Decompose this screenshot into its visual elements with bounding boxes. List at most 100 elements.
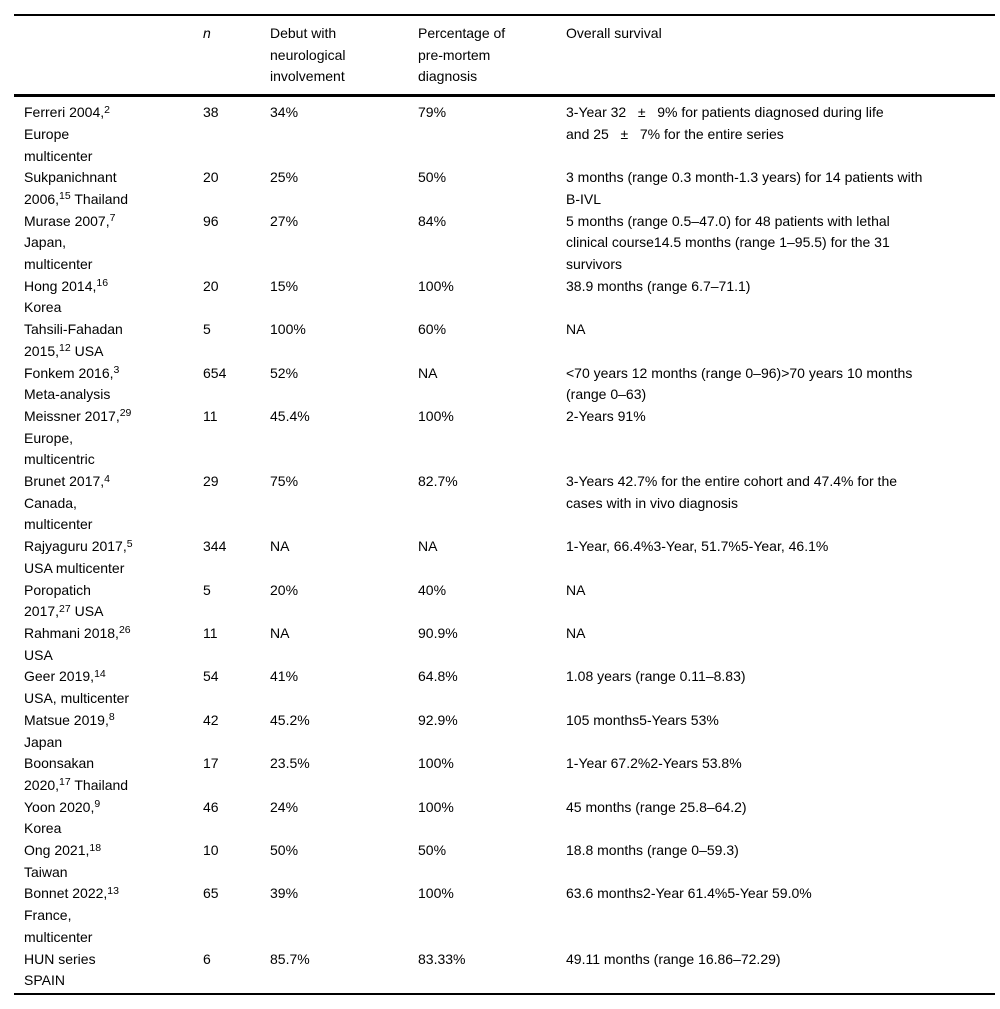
premortem-cell: 83.33% xyxy=(418,950,466,967)
study-cell: Rahmani 2018,26 USA xyxy=(24,624,131,663)
n-cell: 20 xyxy=(203,169,219,186)
debut-cell: 50% xyxy=(270,842,299,859)
table-row: Matsue 2019,8 Japan 42 45.2% 92.9% 105 months… xyxy=(14,710,995,753)
reference-superscript: 14 xyxy=(94,667,106,680)
n-cell: 654 xyxy=(203,364,227,381)
n-cell: 29 xyxy=(203,473,219,490)
table-row: Yoon 2020,9 Korea 46 24% 100% 45 months (rang… xyxy=(14,797,995,840)
n-cell: 20 xyxy=(203,277,219,294)
study-cell: Yoon 2020,9 Korea xyxy=(24,798,101,837)
premortem-cell: 100% xyxy=(418,407,454,424)
n-cell: 6 xyxy=(203,950,211,967)
table-row: Boonsakan 2020,17 Thailand 17 23.5% 100% 1-Ye… xyxy=(14,753,995,796)
table-row: Tahsili-Fahadan 2015,12 USA 5 100% 60% NA xyxy=(14,319,995,362)
n-cell: 65 xyxy=(203,885,219,902)
study-cell: HUN series SPAIN xyxy=(24,950,96,989)
column-header-study xyxy=(14,15,203,96)
n-cell: 5 xyxy=(203,321,211,338)
debut-cell: 20% xyxy=(270,581,299,598)
premortem-cell: 79% xyxy=(418,104,447,121)
table-row: Fonkem 2016,3 Meta-analysis 654 52% NA <70 ye… xyxy=(14,363,995,406)
reference-superscript: 4 xyxy=(104,472,111,485)
table-row: HUN series SPAIN 6 85.7% 83.33% 49.11 months … xyxy=(14,949,995,994)
study-cell: Meissner 2017,29 Europe, multicentric xyxy=(24,407,132,468)
debut-cell: NA xyxy=(270,538,290,555)
n-cell: 38 xyxy=(203,104,219,121)
survival-cell: NA xyxy=(566,624,586,641)
reference-superscript: 3 xyxy=(113,364,120,377)
premortem-cell: NA xyxy=(418,538,438,555)
study-cell: Tahsili-Fahadan 2015,12 USA xyxy=(24,321,123,359)
debut-cell: 15% xyxy=(270,277,299,294)
study-cell: Hong 2014,16 Korea xyxy=(24,277,109,316)
column-header-debut: Debut with neurological involvement xyxy=(270,25,346,85)
n-cell: 96 xyxy=(203,212,219,229)
reference-superscript: 27 xyxy=(59,602,71,615)
table-row: Sukpanichnant 2006,15 Thailand 20 25% 50% 3 m… xyxy=(14,167,995,210)
debut-cell: 27% xyxy=(270,212,299,229)
premortem-cell: 50% xyxy=(418,169,447,186)
survival-cell: 18.8 months (range 0–59.3) xyxy=(566,842,739,859)
n-cell: 11 xyxy=(203,624,218,641)
study-cell: Geer 2019,14 USA, multicenter xyxy=(24,667,130,707)
premortem-cell: 100% xyxy=(418,798,454,815)
debut-cell: 34% xyxy=(270,104,299,121)
table-row: Ong 2021,18 Taiwan 10 50% 50% 18.8 months (ra… xyxy=(14,840,995,883)
reference-superscript: 5 xyxy=(126,537,133,550)
study-cell: Boonsakan 2020,17 Thailand xyxy=(24,755,129,793)
table-row: Geer 2019,14 USA, multicenter 54 41% 64.8% 1.… xyxy=(14,666,995,709)
table-header: n Debut with neurological involvement Pe… xyxy=(14,15,995,96)
study-cell: Ong 2021,18 Taiwan xyxy=(24,841,102,880)
table-row: Bonnet 2022,13 France, multicenter 65 39% 100… xyxy=(14,883,995,948)
premortem-cell: 100% xyxy=(418,277,454,294)
table-body: Ferreri 2004,2 Europe multicenter 38 34% 79% 3… xyxy=(14,96,995,994)
column-header-premortem: Percentage of pre-mortem diagnosis xyxy=(418,25,506,85)
column-header-survival: Overall survival xyxy=(566,25,662,41)
reference-superscript: 12 xyxy=(59,342,71,355)
survival-cell: NA xyxy=(566,321,586,338)
survival-cell: <70 years 12 months (range 0–96)>70 year… xyxy=(566,364,913,403)
premortem-cell: NA xyxy=(418,364,438,381)
reference-superscript: 16 xyxy=(96,277,109,290)
survival-cell: 1-Year, 66.4%3-Year, 51.7%5-Year, 46.1% xyxy=(566,538,829,555)
reference-superscript: 9 xyxy=(94,798,101,811)
table-row: Brunet 2017,4 Canada, multicenter 29 75% 82.7… xyxy=(14,471,995,536)
debut-cell: 45.2% xyxy=(270,711,310,728)
table-row: Murase 2007,7 Japan, multicenter 96 27% 84% 5 … xyxy=(14,211,995,276)
debut-cell: 75% xyxy=(270,473,299,490)
premortem-cell: 84% xyxy=(418,212,447,229)
premortem-cell: 100% xyxy=(418,885,454,902)
debut-cell: 41% xyxy=(270,668,299,685)
n-cell: 42 xyxy=(203,711,219,728)
study-cell: Bonnet 2022,13 France, multicenter xyxy=(24,884,119,945)
reference-superscript: 26 xyxy=(118,624,131,637)
study-cell: Sukpanichnant 2006,15 Thailand xyxy=(24,169,129,207)
study-cell: Poropatich 2017,27 USA xyxy=(24,581,104,620)
premortem-cell: 64.8% xyxy=(418,668,458,685)
debut-cell: NA xyxy=(270,624,290,641)
survival-cell: 5 months (range 0.5–47.0) for 48 patient… xyxy=(566,212,890,273)
n-cell: 11 xyxy=(203,407,218,424)
table-row: Rajyaguru 2017,5 USA multicenter 344 NA NA 1-… xyxy=(14,536,995,579)
study-cell: Fonkem 2016,3 Meta-analysis xyxy=(24,364,120,403)
reference-superscript: 18 xyxy=(89,841,102,854)
debut-cell: 25% xyxy=(270,169,299,186)
premortem-cell: 82.7% xyxy=(418,473,458,490)
premortem-cell: 90.9% xyxy=(418,624,458,641)
study-cell: Murase 2007,7 Japan, multicenter xyxy=(24,212,116,273)
study-cell: Ferreri 2004,2 Europe multicenter xyxy=(24,103,110,164)
debut-cell: 45.4% xyxy=(270,407,310,424)
survival-cell: 3-Year 32 ± 9% for patients diagnosed du… xyxy=(566,104,884,142)
table-row: Poropatich 2017,27 USA 5 20% 40% NA xyxy=(14,580,995,623)
survival-cell: 2-Years 91% xyxy=(566,407,646,424)
studies-table: n Debut with neurological involvement Pe… xyxy=(14,14,995,995)
reference-superscript: 29 xyxy=(119,407,132,420)
premortem-cell: 60% xyxy=(418,321,447,338)
survival-cell: 49.11 months (range 16.86–72.29) xyxy=(566,950,781,967)
debut-cell: 85.7% xyxy=(270,950,310,967)
survival-cell: 63.6 months2-Year 61.4%5-Year 59.0% xyxy=(566,885,812,902)
survival-cell: 1.08 years (range 0.11–8.83) xyxy=(566,668,746,685)
table-row: Hong 2014,16 Korea 20 15% 100% 38.9 months (r… xyxy=(14,276,995,319)
debut-cell: 23.5% xyxy=(270,755,310,772)
